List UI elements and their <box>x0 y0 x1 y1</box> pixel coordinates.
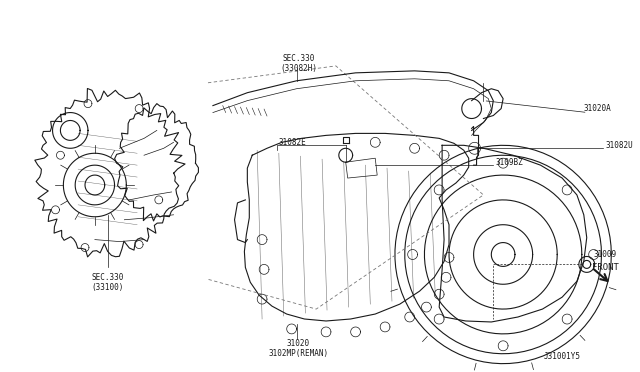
Text: 3109BZ: 3109BZ <box>495 158 523 167</box>
Text: (33082H): (33082H) <box>280 64 317 73</box>
Text: 31020A: 31020A <box>584 104 612 113</box>
Text: J31001Y5: J31001Y5 <box>543 352 580 361</box>
Text: 3102MP(REMAN): 3102MP(REMAN) <box>268 349 328 358</box>
Text: SEC.330: SEC.330 <box>282 54 315 64</box>
Text: 31082E: 31082E <box>279 138 307 147</box>
Text: (33100): (33100) <box>92 283 124 292</box>
Text: 31020: 31020 <box>287 339 310 348</box>
Text: SEC.330: SEC.330 <box>92 273 124 282</box>
Text: 31009: 31009 <box>594 250 617 259</box>
Text: FRONT: FRONT <box>591 263 618 272</box>
Text: 31082U: 31082U <box>605 141 633 150</box>
